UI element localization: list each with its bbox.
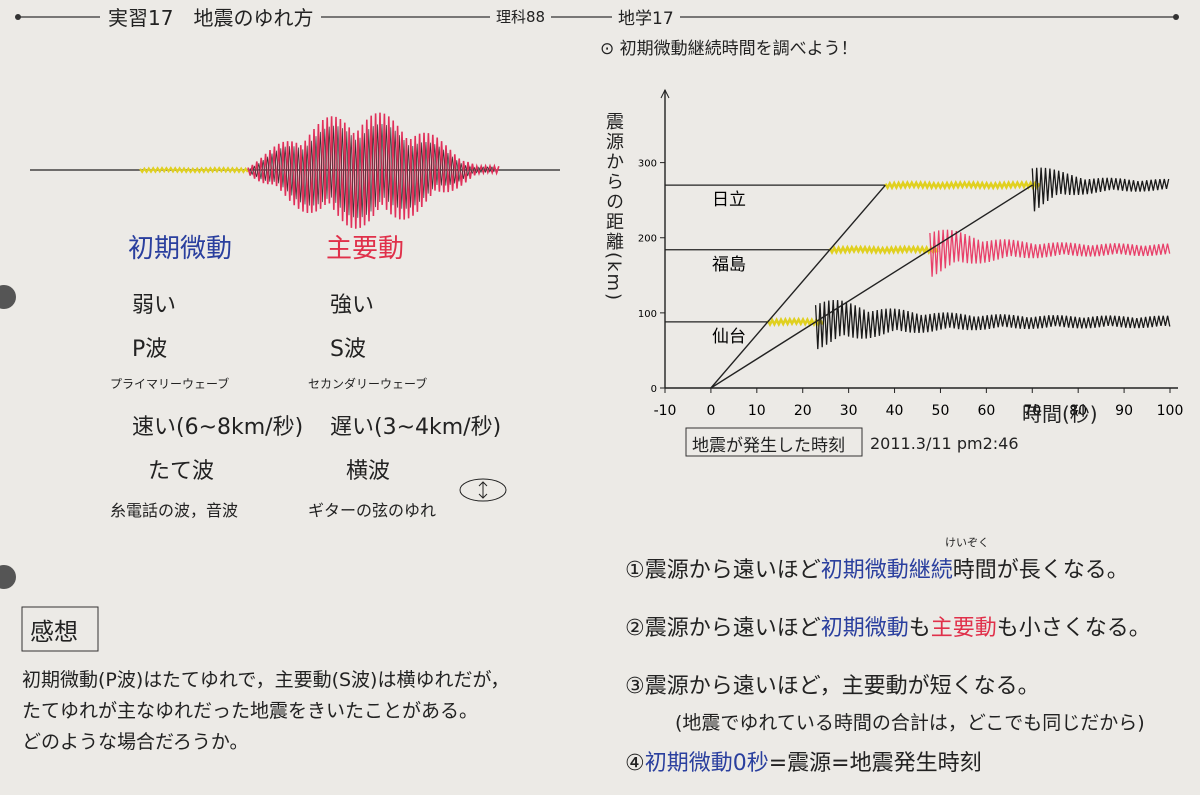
- icon-arrow: [478, 481, 488, 499]
- station-label: 仙台: [712, 327, 746, 347]
- chart-title: ⊙ 初期微動継続時間を調べよう！: [600, 39, 858, 59]
- station-label: 日立: [712, 190, 746, 210]
- punch-hole: [0, 565, 16, 589]
- column-item: 弱い: [132, 293, 177, 318]
- x-tick-label: 80: [1069, 403, 1087, 419]
- x-tick-label: 100: [1157, 403, 1184, 419]
- title: 実習17 地震のゆれ方: [100, 2, 322, 31]
- conclusion-text: も: [908, 616, 931, 641]
- column-item: 横波: [346, 459, 391, 484]
- x-tick-label: -10: [654, 403, 677, 419]
- conclusion-note: (地震でゆれている時間の合計は，どこでも同じだから): [675, 712, 1145, 734]
- column-item: 強い: [330, 293, 375, 318]
- icon-ellipse: [459, 478, 507, 502]
- conclusion: ②震源から遠いほど初期微動も主要動も小さくなる。: [625, 610, 1151, 642]
- rule-dot: [15, 14, 21, 20]
- seismogram: [249, 123, 495, 218]
- x-tick-label: 20: [794, 403, 812, 419]
- conclusion-text: ②震源から遠いほど: [625, 616, 821, 641]
- rule-dot: [1173, 14, 1179, 20]
- impressions: 初期微動(P波)はたてゆれで，主要動(S波)は横ゆれだが， たてゆれが主なゆれだっ…: [22, 665, 509, 758]
- class: 理科88: [490, 6, 552, 27]
- annotation: 2011.3/11 pm2:46: [870, 434, 1019, 453]
- conclusion-text: も小さくなる。: [996, 616, 1151, 641]
- column-item: 遅い(3~4km/秒): [330, 415, 502, 440]
- x-axis-label: 時間(秒): [1022, 402, 1098, 426]
- column-item: 糸電話の波，音波: [110, 501, 239, 520]
- column-heading: 主要動: [326, 234, 405, 264]
- y-axis-label: 震源からの距離(km): [603, 112, 624, 303]
- y-tick-label: 200: [638, 234, 657, 245]
- punch-hole: [0, 285, 16, 309]
- conclusion: けいぞく ①震源から遠いほど初期微動継続時間が長くなる。: [625, 536, 1129, 584]
- y-tick-label: 100: [638, 309, 657, 320]
- conclusion-text: ③震源から遠いほど，主要動が短くなる。: [625, 674, 1040, 699]
- conclusion-text: 初期微動: [820, 616, 909, 641]
- conclusion-text: ④: [625, 751, 645, 776]
- conclusion-text: ①震源から遠いほど: [625, 558, 821, 583]
- conclusion-text: 主要動: [930, 616, 997, 641]
- x-tick-label: 10: [748, 403, 766, 419]
- seismogram: [828, 244, 939, 255]
- column-heading: 初期微動: [128, 234, 233, 264]
- y-tick-label: 0: [651, 384, 657, 395]
- conclusion: ③震源から遠いほど，主要動が短くなる。 (地震でゆれている時間の合計は，どこでも同…: [625, 668, 1145, 735]
- seismogram: [929, 229, 1171, 277]
- annotation: 地震が発生した時刻: [692, 436, 845, 456]
- column: 初期微動弱い P波プライマリーウェーブ速い(6~8km/秒) たて波糸電話の波，音波: [110, 228, 328, 541]
- y-axis-arrow: [660, 88, 670, 99]
- annotation-box: [685, 427, 863, 457]
- impressions-title: 感想: [30, 618, 78, 646]
- column-item: P波: [132, 337, 168, 362]
- impressions-box: [21, 606, 99, 652]
- column-item: プライマリーウェーブ: [110, 377, 230, 391]
- furigana: けいぞく: [945, 536, 989, 549]
- column-item: 速い(6~8km/秒): [132, 415, 304, 440]
- x-tick-label: 70: [1023, 403, 1041, 419]
- column-item: S波: [330, 337, 366, 362]
- x-tick-label: 30: [840, 403, 858, 419]
- x-tick-label: 0: [706, 403, 715, 419]
- conclusion: ④初期微動0秒=震源=地震発生時刻: [625, 745, 982, 777]
- seismogram: [247, 112, 500, 229]
- conclusion-text: 初期微動0秒: [644, 751, 769, 776]
- station-label: 福島: [712, 255, 746, 275]
- column-item: ギターの弦のゆれ: [308, 501, 437, 520]
- wave-arrival-line: [710, 184, 1033, 389]
- wave-arrival-line: [710, 184, 886, 389]
- column: 主要動強い S波セカンダリーウェーブ遅い(3~4km/秒) 横波ギターの弦のゆれ: [308, 228, 526, 541]
- seismogram: [1031, 167, 1170, 212]
- column-item: セカンダリーウェーブ: [308, 377, 428, 391]
- conclusion-text: 時間が長くなる。: [952, 558, 1129, 583]
- column-item: たて波: [148, 459, 215, 484]
- seismogram: [139, 166, 249, 174]
- conclusion-text: =震源=地震発生時刻: [768, 751, 982, 776]
- subject: 地学17: [612, 4, 680, 29]
- y-tick-label: 300: [638, 159, 657, 170]
- x-tick-label: 60: [977, 403, 995, 419]
- impressions-line: どのような場合だろうか。: [22, 731, 249, 753]
- impressions-line: たてゆれが主なゆれだった地震をきいたことがある。: [22, 700, 479, 722]
- seismogram: [884, 179, 1041, 191]
- x-tick-label: 90: [1115, 403, 1133, 419]
- x-tick-label: 40: [886, 403, 904, 419]
- x-tick-label: 50: [932, 403, 950, 419]
- conclusion-text: 初期微動継続: [820, 558, 953, 583]
- seismogram: [814, 299, 1171, 350]
- impressions-line: 初期微動(P波)はたてゆれで，主要動(S波)は横ゆれだが，: [22, 669, 510, 691]
